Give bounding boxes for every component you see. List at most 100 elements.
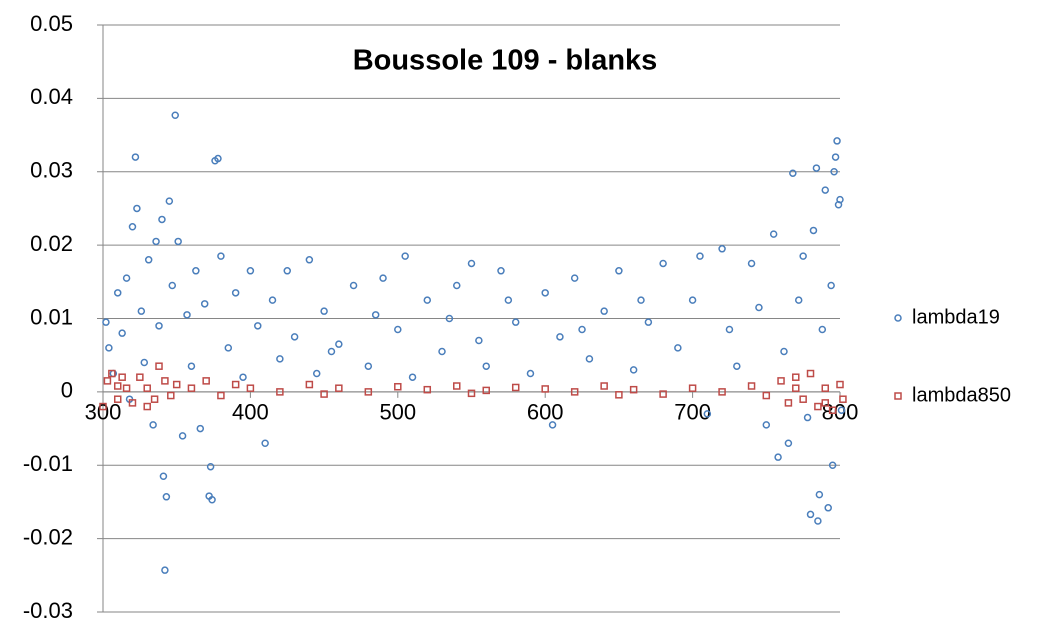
y-tick-label: -0.01 bbox=[23, 451, 73, 476]
point bbox=[143, 402, 151, 411]
point bbox=[246, 384, 255, 392]
point bbox=[570, 274, 579, 282]
point bbox=[118, 329, 126, 337]
point bbox=[644, 318, 653, 326]
point bbox=[118, 373, 126, 381]
point bbox=[467, 389, 476, 398]
point bbox=[113, 395, 122, 403]
point bbox=[831, 153, 840, 161]
point bbox=[747, 382, 756, 390]
point bbox=[394, 382, 402, 391]
point bbox=[122, 384, 131, 392]
point bbox=[171, 111, 179, 120]
point bbox=[541, 385, 549, 393]
point bbox=[777, 377, 785, 385]
point bbox=[231, 289, 240, 297]
point bbox=[629, 366, 638, 374]
point bbox=[394, 325, 402, 334]
point bbox=[231, 380, 240, 389]
point bbox=[283, 267, 291, 275]
point bbox=[821, 399, 830, 407]
point bbox=[113, 289, 122, 297]
point bbox=[239, 373, 247, 381]
point bbox=[526, 369, 535, 378]
series bbox=[102, 111, 846, 574]
point bbox=[688, 384, 697, 392]
point bbox=[143, 384, 151, 392]
legend-marker bbox=[894, 392, 902, 400]
point bbox=[161, 377, 169, 385]
point bbox=[364, 388, 373, 396]
point bbox=[290, 333, 299, 341]
point bbox=[335, 340, 343, 348]
y-tick-label: 0.03 bbox=[30, 158, 73, 183]
point bbox=[150, 395, 159, 403]
y-tick-label: 0.01 bbox=[30, 304, 73, 329]
point bbox=[162, 493, 171, 501]
point bbox=[312, 369, 321, 378]
point bbox=[140, 358, 149, 367]
point bbox=[401, 252, 409, 260]
point bbox=[335, 384, 343, 392]
point bbox=[511, 318, 520, 326]
y-tick-label: 0.04 bbox=[30, 84, 73, 109]
point bbox=[183, 311, 191, 319]
point bbox=[137, 307, 146, 315]
point bbox=[423, 296, 432, 304]
point bbox=[615, 391, 623, 399]
legend-marker bbox=[894, 314, 902, 322]
point bbox=[187, 384, 196, 392]
point bbox=[703, 410, 712, 418]
y-tick-label: 0.02 bbox=[30, 231, 73, 256]
y-tick-label: 0 bbox=[61, 378, 73, 403]
point bbox=[821, 384, 830, 392]
point bbox=[268, 296, 277, 304]
point bbox=[200, 300, 209, 308]
point bbox=[320, 307, 328, 315]
point bbox=[762, 421, 771, 429]
point bbox=[511, 383, 520, 392]
point bbox=[187, 362, 196, 370]
point bbox=[128, 399, 137, 407]
point bbox=[158, 215, 166, 224]
y-tick-label: 0.05 bbox=[30, 11, 73, 36]
point bbox=[541, 289, 549, 297]
point bbox=[320, 390, 328, 398]
point bbox=[113, 382, 122, 390]
point bbox=[799, 252, 807, 260]
point bbox=[821, 186, 830, 194]
point bbox=[217, 391, 225, 400]
point bbox=[799, 395, 807, 403]
point bbox=[803, 413, 812, 422]
grid bbox=[103, 24, 840, 613]
point bbox=[246, 267, 255, 275]
point bbox=[102, 318, 110, 326]
series bbox=[99, 362, 847, 414]
point bbox=[482, 362, 490, 370]
point bbox=[839, 395, 847, 403]
point bbox=[600, 382, 608, 390]
point bbox=[467, 259, 476, 268]
point bbox=[812, 164, 821, 172]
point bbox=[167, 391, 175, 400]
point bbox=[755, 303, 763, 312]
point bbox=[828, 461, 837, 469]
point bbox=[556, 333, 564, 341]
point bbox=[408, 373, 417, 381]
point bbox=[475, 336, 483, 345]
point bbox=[570, 388, 579, 396]
point bbox=[814, 402, 822, 411]
point bbox=[349, 281, 358, 290]
point bbox=[122, 274, 131, 282]
point bbox=[836, 195, 844, 204]
point bbox=[128, 223, 137, 231]
point bbox=[276, 355, 284, 363]
point bbox=[133, 204, 141, 213]
legend-label: lambda850 bbox=[912, 384, 1011, 406]
point bbox=[149, 421, 157, 429]
y-tick-label: -0.02 bbox=[23, 524, 73, 549]
point bbox=[165, 197, 174, 205]
point bbox=[131, 153, 140, 161]
point bbox=[214, 154, 222, 163]
